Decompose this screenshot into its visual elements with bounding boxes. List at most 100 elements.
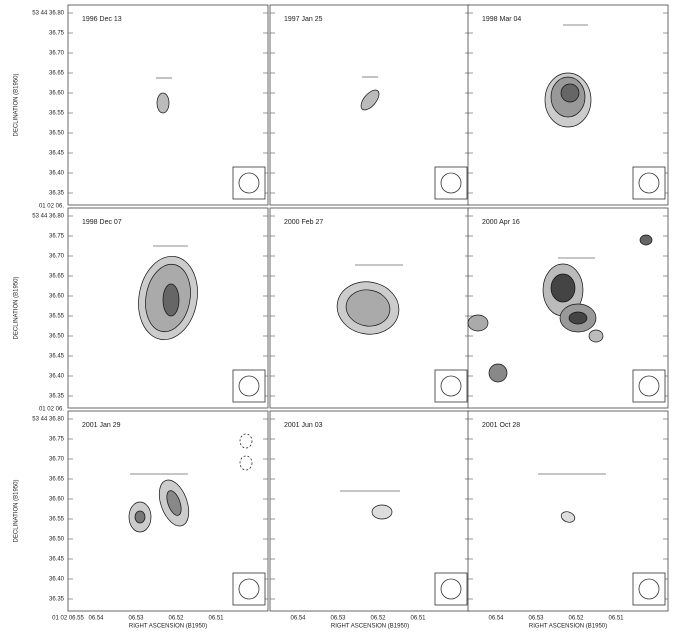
y-tick-label: 36.45: [49, 151, 65, 157]
panel: 2001 Oct 28: [467, 410, 669, 612]
y-tick-label: 36.55: [49, 314, 65, 320]
y-tick-label: 36.35: [49, 191, 65, 197]
y-tick-label: 36.75: [49, 437, 65, 443]
emission: [156, 92, 170, 114]
beam: [238, 578, 260, 600]
emission: [639, 234, 653, 246]
x-tick-label: 06.53: [528, 616, 544, 622]
beam-box: [632, 572, 666, 606]
emission: [560, 83, 580, 103]
x-axis-label: RIGHT ASCENSION (B1950): [129, 624, 207, 630]
panel-title: 1997 Jan 25: [284, 16, 323, 23]
y-tick-label: 36.55: [49, 517, 65, 523]
panel: 2000 Apr 16: [467, 207, 669, 409]
y-tick-label: 36.60: [49, 497, 65, 503]
x-tick-label: 01 02 06.55: [52, 616, 84, 622]
emission: [560, 511, 576, 523]
emission: [371, 504, 393, 520]
emission: [360, 89, 380, 111]
panel-title: 2000 Apr 16: [482, 219, 520, 226]
emission: [588, 329, 604, 343]
beam: [638, 375, 660, 397]
y-tick-label: 36.50: [49, 537, 65, 543]
x-tick-label: 06.52: [168, 616, 184, 622]
panel-title: 2001 Oct 28: [482, 422, 520, 429]
emission: [166, 490, 182, 516]
row-break-label: 01 02 06.: [39, 204, 64, 210]
y-tick-label: 36.70: [49, 51, 65, 57]
beam-box: [632, 166, 666, 200]
panel-title: 1996 Dec 13: [82, 16, 122, 23]
emission: [345, 289, 391, 327]
beam-box: [232, 572, 266, 606]
y-axis-label: DECLINATION (B1950): [14, 480, 20, 543]
x-tick-label: 06.52: [370, 616, 386, 622]
emission: [568, 311, 588, 325]
y-tick-label: 36.75: [49, 234, 65, 240]
panel: 1997 Jan 25: [269, 4, 471, 206]
y-tick-label: 36.50: [49, 334, 65, 340]
y-tick-label: 36.35: [49, 597, 65, 603]
y-tick-label: 36.70: [49, 254, 65, 260]
emission: [488, 363, 508, 383]
beam-box: [434, 369, 468, 403]
panel: 1998 Dec 07: [67, 207, 269, 409]
emission: [467, 314, 489, 332]
panel-title: 1998 Mar 04: [482, 16, 521, 23]
beam-box: [232, 369, 266, 403]
x-tick-label: 06.51: [410, 616, 426, 622]
y-tick-label: 53 44 36.80: [32, 11, 64, 17]
panel-title: 2001 Jan 29: [82, 422, 121, 429]
y-tick-label: 36.50: [49, 131, 65, 137]
y-tick-label: 36.55: [49, 111, 65, 117]
y-tick-label: 36.60: [49, 294, 65, 300]
panel: 1996 Dec 13: [67, 4, 269, 206]
panel: 2001 Jan 29: [67, 410, 269, 612]
y-axis-label: DECLINATION (B1950): [14, 74, 20, 137]
beam: [238, 375, 260, 397]
negative-contour: [239, 455, 253, 471]
y-tick-label: 36.45: [49, 354, 65, 360]
x-tick-label: 06.54: [488, 616, 504, 622]
y-tick-label: 36.65: [49, 71, 65, 77]
x-tick-label: 06.51: [208, 616, 224, 622]
emission: [550, 273, 576, 303]
beam-box: [232, 166, 266, 200]
y-tick-label: 53 44 36.80: [32, 214, 64, 220]
x-tick-label: 06.53: [330, 616, 346, 622]
y-tick-label: 36.60: [49, 91, 65, 97]
beam: [238, 172, 260, 194]
x-tick-label: 06.54: [88, 616, 104, 622]
y-tick-label: 36.65: [49, 274, 65, 280]
y-tick-label: 36.75: [49, 31, 65, 37]
beam: [638, 578, 660, 600]
y-tick-label: 36.40: [49, 374, 65, 380]
beam-box: [434, 572, 468, 606]
x-axis-label: RIGHT ASCENSION (B1950): [331, 624, 409, 630]
x-axis-label: RIGHT ASCENSION (B1950): [529, 624, 607, 630]
panel-title: 2000 Feb 27: [284, 219, 323, 226]
y-tick-label: 53 44 36.80: [32, 417, 64, 423]
row-break-label: 01 02 06.: [39, 407, 64, 413]
y-tick-label: 36.40: [49, 577, 65, 583]
beam: [440, 578, 462, 600]
panel-title: 1998 Dec 07: [82, 219, 122, 226]
x-tick-label: 06.54: [290, 616, 306, 622]
panel: 2001 Jun 03: [269, 410, 471, 612]
beam-box: [632, 369, 666, 403]
panel: 1998 Mar 04: [467, 4, 669, 206]
beam: [440, 172, 462, 194]
x-tick-label: 06.53: [128, 616, 144, 622]
x-tick-label: 06.52: [568, 616, 584, 622]
y-tick-label: 36.35: [49, 394, 65, 400]
y-tick-label: 36.70: [49, 457, 65, 463]
beam-box: [434, 166, 468, 200]
y-tick-label: 36.40: [49, 171, 65, 177]
beam: [638, 172, 660, 194]
panel: 2000 Feb 27: [269, 207, 471, 409]
panel-title: 2001 Jun 03: [284, 422, 323, 429]
negative-contour: [239, 433, 253, 449]
x-tick-label: 06.51: [608, 616, 624, 622]
